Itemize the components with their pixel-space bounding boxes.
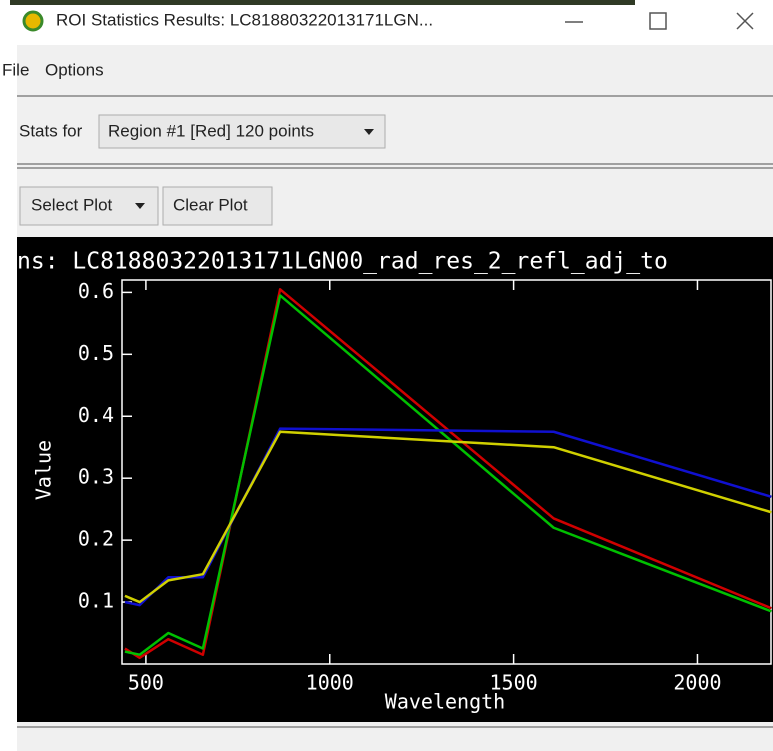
x-tick-label: 500 xyxy=(128,671,164,695)
axes-box xyxy=(121,279,772,665)
series-line xyxy=(124,288,772,660)
stats-label: Stats for xyxy=(19,121,83,140)
y-tick-label: 0.3 xyxy=(78,465,114,489)
dropdown-arrow xyxy=(135,203,145,209)
x-axis-label: Wavelength xyxy=(385,690,505,714)
series-line xyxy=(124,430,772,604)
series-line xyxy=(124,427,772,607)
region-dropdown[interactable] xyxy=(98,114,386,149)
maximize-button[interactable] xyxy=(649,12,667,30)
select-plot-text: Select Plot xyxy=(31,195,113,214)
x-tick-label: 2000 xyxy=(673,671,721,695)
y-axis-label: Value xyxy=(32,440,56,500)
y-tick-label: 0.4 xyxy=(78,403,114,427)
window-title: ROI Statistics Results: LC81880322013171… xyxy=(56,10,433,29)
menu-file[interactable]: File xyxy=(2,60,29,79)
plot-area xyxy=(17,237,773,722)
y-tick-label: 0.1 xyxy=(78,589,114,613)
y-tick-label: 0.6 xyxy=(78,279,114,303)
menu-options[interactable]: Options xyxy=(45,60,104,79)
series-line xyxy=(124,294,772,656)
title-bar xyxy=(0,5,773,45)
y-tick-label: 0.2 xyxy=(78,527,114,551)
close-button[interactable] xyxy=(736,12,754,30)
dropdown-arrow xyxy=(364,129,374,135)
x-tick-label: 1500 xyxy=(490,671,538,695)
y-tick-label: 0.5 xyxy=(78,341,114,365)
plot-title: ns: LC81880322013171LGN00_rad_res_2_refl… xyxy=(17,249,668,275)
app-icon xyxy=(22,10,44,32)
x-tick-label: 1000 xyxy=(306,671,354,695)
clear-plot-button[interactable] xyxy=(162,186,273,226)
background-strip xyxy=(10,0,635,5)
clear-plot-text: Clear Plot xyxy=(173,195,248,214)
select-plot-button[interactable] xyxy=(19,186,159,226)
region-dropdown-text: Region #1 [Red] 120 points xyxy=(108,121,314,140)
